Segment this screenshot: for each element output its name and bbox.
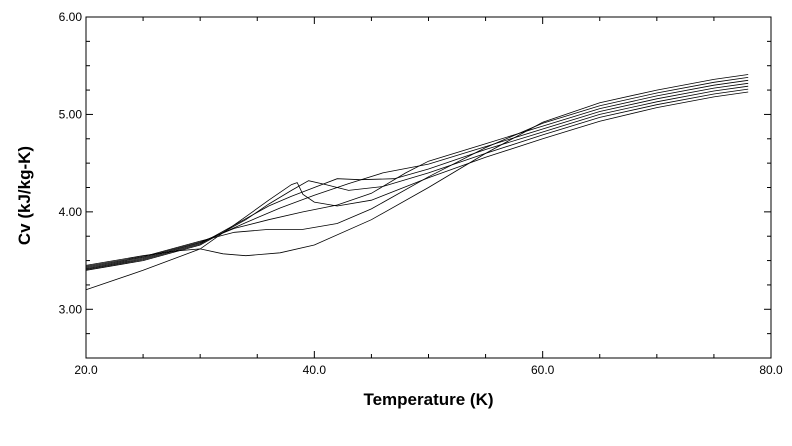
x-tick-label: 80.0 (759, 363, 783, 377)
series-line-2 (85, 88, 749, 271)
series-line-7 (85, 74, 749, 266)
y-tick-label: 4.00 (59, 205, 83, 219)
labels: Temperature (K) Cv (kJ/kg-K) (15, 146, 494, 409)
x-tick-label: 20.0 (74, 363, 98, 377)
y-axis-title: Cv (kJ/kg-K) (15, 146, 34, 245)
series-line-4 (85, 82, 749, 269)
series-group (85, 74, 749, 291)
x-tick-label: 40.0 (303, 363, 327, 377)
series-line-5 (85, 79, 749, 268)
y-tick-label: 6.00 (59, 10, 83, 24)
axes: 20.0 40.0 60.0 80.0 3.00 4.00 5.00 6.00 (59, 10, 783, 377)
x-axis-title: Temperature (K) (363, 390, 493, 409)
series-line-1 (85, 91, 749, 291)
series-line-6 (85, 77, 749, 267)
y-tick-label: 5.00 (59, 107, 83, 121)
y-tick-label: 3.00 (59, 302, 83, 316)
series-line-3 (85, 85, 749, 270)
x-tick-label: 60.0 (531, 363, 555, 377)
